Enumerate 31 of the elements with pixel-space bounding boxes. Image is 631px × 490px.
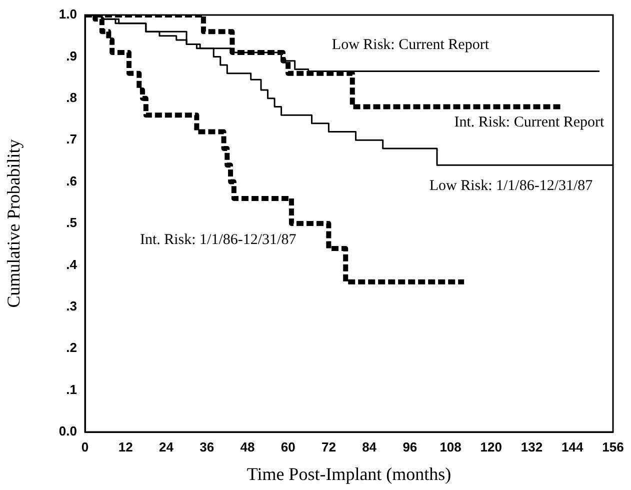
x-tick-label: 48 [240,439,255,454]
y-tick-label: .3 [66,298,77,314]
y-tick-label: 0.0 [58,424,77,439]
x-tick-label: 84 [362,439,378,454]
x-tick-label: 72 [321,439,336,454]
x-tick-label: 144 [562,439,584,454]
x-tick-label: 108 [440,439,462,454]
y-tick-label: .5 [66,215,77,230]
x-tick-label: 36 [200,439,214,454]
series-label: Low Risk: 1/1/86-12/31/87 [429,178,594,194]
y-tick-label: 1.0 [58,6,77,22]
x-tick-label: 0 [81,439,89,454]
x-tick-label: 12 [118,439,133,454]
series-label: Int. Risk: 1/1/86-12/31/87 [140,232,297,248]
y-tick-label: .6 [66,173,77,188]
y-tick-label: .4 [66,256,78,272]
x-tick-label: 132 [520,439,543,454]
x-tick-label: 120 [480,439,502,454]
y-tick-label: .8 [66,90,77,105]
y-tick-label: .1 [66,382,77,397]
x-axis-title: Time Post-Implant (months) [246,464,452,484]
x-tick-label: 156 [602,439,624,454]
series-label: Low Risk: Current Report [332,37,490,54]
y-tick-label: .9 [66,48,77,64]
series-label: Int. Risk: Current Report [454,114,606,131]
x-tick-label: 24 [158,439,174,454]
y-tick-label: .2 [66,340,77,356]
x-tick-label: 96 [402,439,418,454]
x-tick-label: 60 [280,439,296,454]
y-axis-title: Cumulative Probability [4,139,24,308]
y-tick-label: .7 [66,132,77,147]
